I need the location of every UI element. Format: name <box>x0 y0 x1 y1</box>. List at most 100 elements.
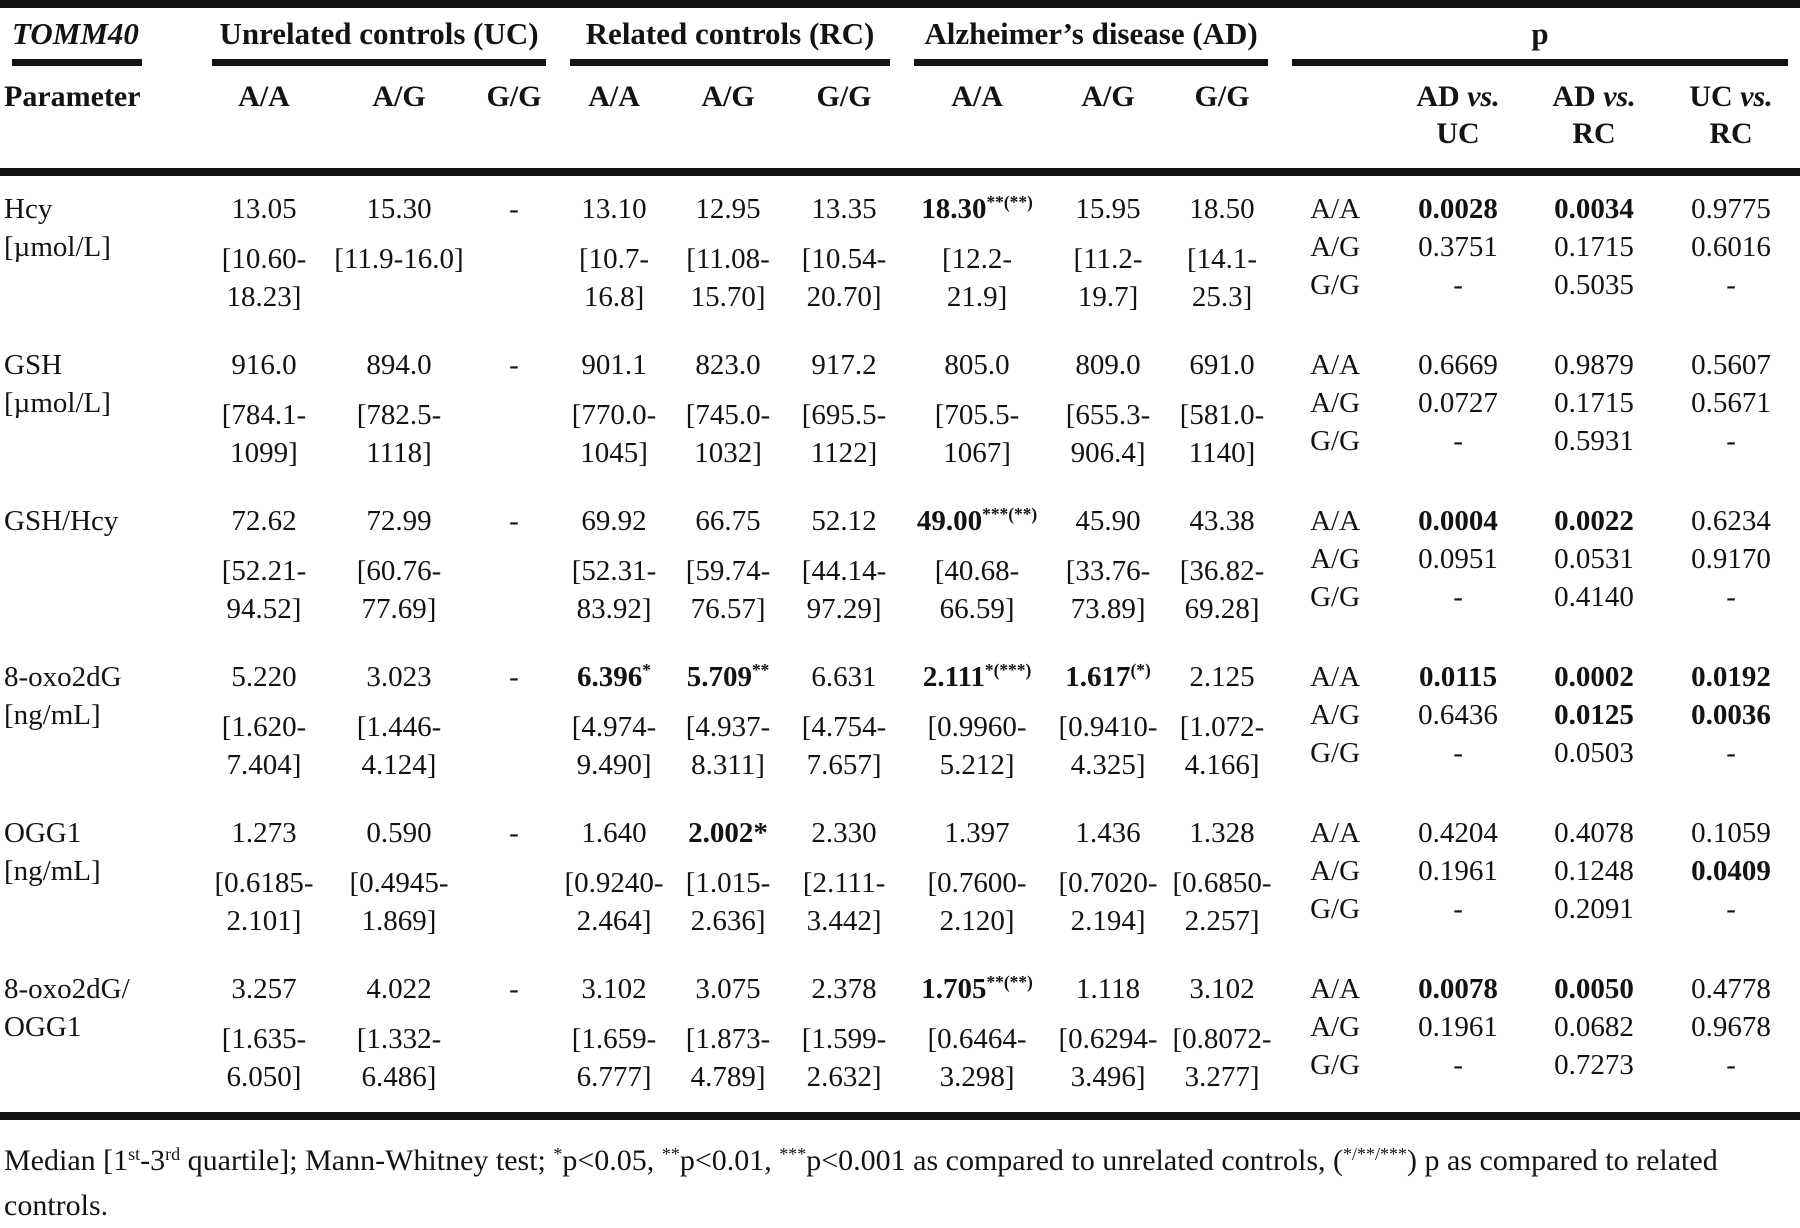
iqr-line: 97.29] <box>806 593 882 625</box>
median-number: 901.1 <box>581 349 647 381</box>
p-value-cell: 0.5607 0.5671 - <box>1662 332 1800 488</box>
footnote-text: quartile]; Mann-Whitney test; <box>180 1144 554 1177</box>
table-row: GSH/Hcy 72.62 [52.21- 94.52] 72.99 [60.76- 77.… <box>0 488 1800 644</box>
median-number: 691.0 <box>1189 349 1255 381</box>
iqr-line: [0.7020- <box>1058 867 1158 899</box>
median-value: 3.102 <box>560 970 668 1008</box>
median-number: 2.002* <box>688 817 768 849</box>
median-value: 72.62 <box>202 502 326 540</box>
median-value: 901.1 <box>560 346 668 384</box>
value-cell: 13.05 [10.60- 18.23] <box>200 172 328 332</box>
genotype-column: A/A A/G G/G <box>1280 644 1390 800</box>
p-value: 0.5035 <box>1554 269 1634 301</box>
p-value-cell: 0.9775 0.6016 - <box>1662 172 1800 332</box>
iqr-line: 1140] <box>1188 437 1256 469</box>
iqr-line: [1.332- <box>356 1023 442 1055</box>
iqr-line: 66.59] <box>939 593 1015 625</box>
p-value: 0.3751 <box>1418 231 1498 263</box>
median-number: 1.118 <box>1075 973 1141 1005</box>
value-cell: 49.00***(**) [40.68- 66.59] <box>902 488 1052 644</box>
median-number: 916.0 <box>231 349 297 381</box>
value-cell: 2.125 [1.072- 4.166] <box>1164 644 1280 800</box>
table-row: 8-oxo2dG [ng/mL] 5.220 [1.620- 7.404] 3.023 [1… <box>0 644 1800 800</box>
iqr-line: 6.777] <box>576 1061 652 1093</box>
median-value: 1.617(*) <box>1054 658 1162 696</box>
median-number: 3.075 <box>695 973 761 1005</box>
parameter-cell: 8-oxo2dG/OGG1 <box>0 956 200 1116</box>
value-cell: 66.75 [59.74- 76.57] <box>670 488 786 644</box>
p-value: 0.9170 <box>1691 543 1771 575</box>
iqr-line: [52.31- <box>571 555 657 587</box>
iqr-line: 16.8] <box>583 281 645 313</box>
iqr-line: 2.257] <box>1184 905 1260 937</box>
p-value-cell: 0.0022 0.0531 0.4140 <box>1526 488 1662 644</box>
genotype-label: A/G <box>1310 387 1361 419</box>
iqr-line: 5.212] <box>939 749 1015 781</box>
median-value: 49.00***(**) <box>904 502 1050 540</box>
median-value: 3.023 <box>330 658 468 696</box>
p-value: 0.0682 <box>1554 1011 1634 1043</box>
value-cell: 5.220 [1.620- 7.404] <box>200 644 328 800</box>
group-label-p: p <box>1292 16 1789 66</box>
genotype-label: G/G <box>1310 425 1361 457</box>
iqr-range: [0.6294- 3.496] <box>1054 1020 1162 1096</box>
value-cell: 4.022 [1.332- 6.486] <box>328 956 470 1116</box>
value-cell: 15.30 [11.9-16.0] <box>328 172 470 332</box>
iqr-line: 25.3] <box>1191 281 1253 313</box>
footnote-text: -3 <box>140 1144 166 1177</box>
iqr-line: 2.101] <box>226 905 302 937</box>
value-cell: 69.92 [52.31- 83.92] <box>558 488 670 644</box>
median-number: 0.590 <box>366 817 432 849</box>
genotype-label: A/A <box>1310 973 1361 1005</box>
median-value: 6.631 <box>788 658 900 696</box>
median-number: 43.38 <box>1189 505 1255 537</box>
p-header-left: UC <box>1689 80 1733 113</box>
group-header-uc: Unrelated controls (UC) <box>200 4 558 66</box>
genotype-label: G/G <box>1310 269 1361 301</box>
p-value: 0.6016 <box>1691 231 1771 263</box>
value-cell: 3.257 [1.635- 6.050] <box>200 956 328 1116</box>
value-cell: 2.330 [2.111- 3.442] <box>786 800 902 956</box>
iqr-line: [0.9240- <box>564 867 664 899</box>
median-number: - <box>509 661 519 693</box>
p-value: 0.5671 <box>1691 387 1771 419</box>
col-header-p-ad-rc: AD vs. RC <box>1526 66 1662 172</box>
footnote: Median [1st-3rd quartile]; Mann-Whitney … <box>4 1138 1796 1228</box>
iqr-line: 4.325] <box>1070 749 1146 781</box>
p-value-cell: 0.1059 0.0409 - <box>1662 800 1800 956</box>
iqr-range: [52.21- 94.52] <box>202 552 326 628</box>
median-value: 12.95 <box>672 190 784 228</box>
median-value: 69.92 <box>560 502 668 540</box>
median-number: 15.30 <box>366 193 432 225</box>
iqr-range: [0.6464- 3.298] <box>904 1020 1050 1096</box>
median-number: 12.95 <box>695 193 761 225</box>
value-cell: 43.38 [36.82- 69.28] <box>1164 488 1280 644</box>
p-value-cell: 0.0004 0.0951 - <box>1390 488 1526 644</box>
iqr-line: [11.2- <box>1073 243 1143 275</box>
median-number: - <box>509 973 519 1005</box>
median-number: 917.2 <box>811 349 877 381</box>
p-value: - <box>1453 581 1463 613</box>
median-value: 805.0 <box>904 346 1050 384</box>
parameter-cell: 8-oxo2dG [ng/mL] <box>0 644 200 800</box>
p-value: - <box>1726 737 1736 769</box>
median-value: 917.2 <box>788 346 900 384</box>
value-cell: 809.0 [655.3- 906.4] <box>1052 332 1164 488</box>
median-number: 1.273 <box>231 817 297 849</box>
iqr-line: [4.974- <box>571 711 657 743</box>
iqr-range: [1.446- 4.124] <box>330 708 468 784</box>
iqr-line: [705.5- <box>934 399 1020 431</box>
iqr-line: [1.873- <box>685 1023 771 1055</box>
value-cell: 3.075 [1.873- 4.789] <box>670 956 786 1116</box>
median-value: - <box>472 658 556 696</box>
median-number: 6.631 <box>811 661 877 693</box>
footnote-text: p<0.001 as compared to unrelated control… <box>806 1144 1343 1177</box>
iqr-range: [33.76- 73.89] <box>1054 552 1162 628</box>
iqr-line: 18.23] <box>226 281 302 313</box>
p-value: 0.0192 <box>1691 661 1771 693</box>
iqr-range: [10.54- 20.70] <box>788 240 900 316</box>
median-number: 805.0 <box>944 349 1010 381</box>
iqr-range: [745.0- 1032] <box>672 396 784 472</box>
p-value-cell: 0.0115 0.6436 - <box>1390 644 1526 800</box>
